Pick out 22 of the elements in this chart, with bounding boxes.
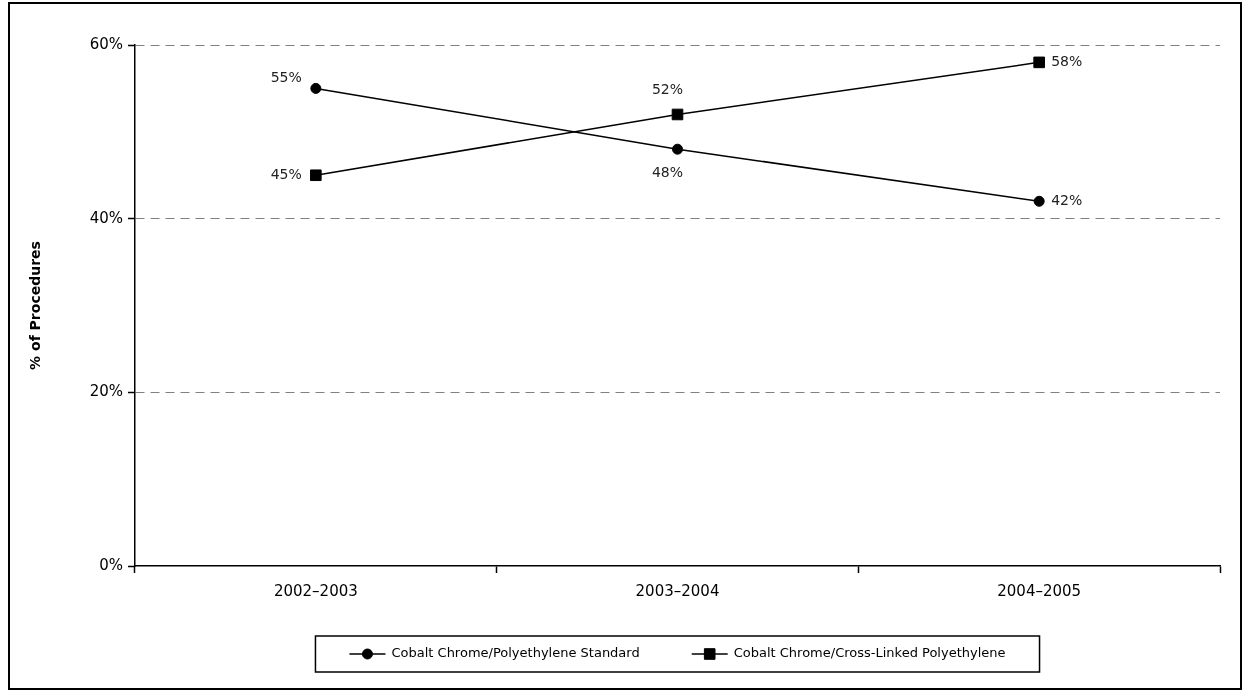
data-label: 42% [1051,191,1083,208]
data-label: 58% [1051,53,1083,70]
y-tick-label: 0% [99,555,123,574]
y-tick-label: 60% [89,34,123,53]
legend-label: Cobalt Chrome/Polyethylene Standard [391,645,640,661]
y-axis-title: % of Procedures [27,241,44,370]
data-label: 55% [270,69,302,86]
x-tick-label: 2003–2004 [635,581,720,600]
point [671,108,684,121]
y-tick-label: 40% [89,208,123,227]
point [310,82,322,94]
data-label: 48% [651,163,684,180]
x-tick-label: 2002–2003 [273,581,358,600]
y-tick-label: 20% [89,382,123,401]
x-tick-label: 2004–2005 [997,581,1082,600]
data-label: 45% [270,165,302,182]
point [672,143,683,155]
legend-label: Cobalt Chrome/Cross-Linked Polyethylene [733,645,1006,661]
data-label: 52% [651,81,684,98]
point [1033,56,1045,69]
point [1033,195,1045,207]
point [310,169,322,182]
